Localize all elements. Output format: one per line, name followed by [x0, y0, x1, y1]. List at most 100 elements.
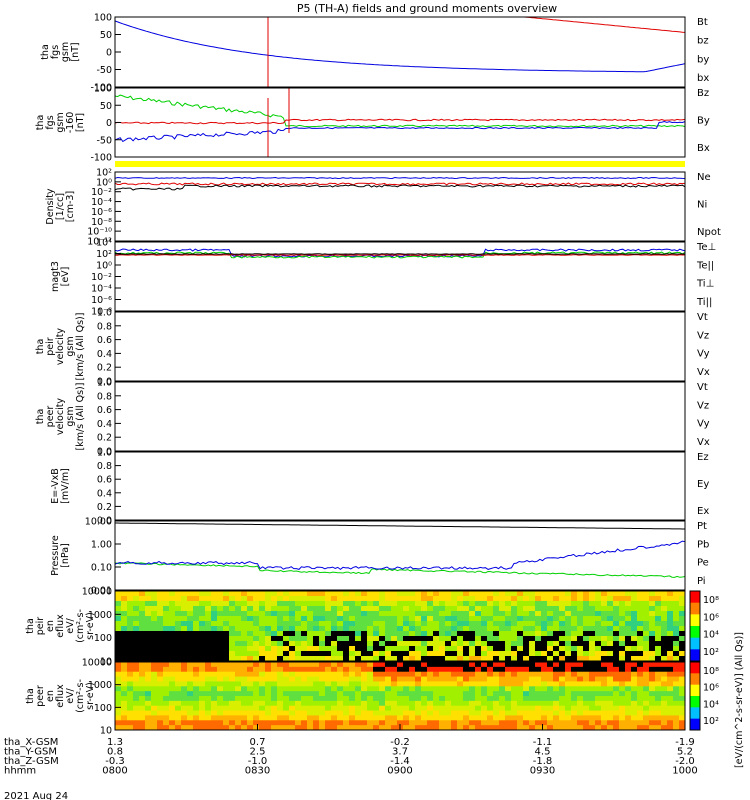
spectrogram-cell — [115, 720, 122, 726]
spectrogram-cell — [475, 715, 482, 721]
spectrogram-cell — [259, 631, 266, 637]
spectrogram-cell — [217, 646, 224, 652]
spectrogram-cell — [559, 641, 566, 647]
spectrogram-cell — [529, 606, 536, 612]
y-axis-label-line: [nPa] — [60, 543, 71, 568]
spectrogram-cell — [445, 626, 452, 632]
spectrogram-cell — [235, 681, 242, 687]
y-tick-label: 10000 — [82, 587, 112, 598]
spectrogram-cell — [127, 656, 134, 662]
spectrogram-cell — [589, 606, 596, 612]
spectrogram-cell — [307, 691, 314, 697]
y-tick-label: 10⁻¹² — [87, 237, 112, 248]
spectrogram-cell — [241, 720, 248, 726]
spectrogram-cell — [421, 596, 428, 602]
spectrogram-cell — [487, 681, 494, 687]
spectrogram-cell — [625, 676, 632, 682]
spectrogram-cell — [217, 611, 224, 617]
spectrogram-cell — [589, 696, 596, 702]
spectrogram-cell — [541, 646, 548, 652]
spectrogram-cell — [595, 616, 602, 622]
spectrogram-cell — [241, 696, 248, 702]
spectrogram-cell — [349, 641, 356, 647]
spectrogram-cell — [271, 626, 278, 632]
spectrogram-cell — [595, 720, 602, 726]
spectrogram-cell — [331, 651, 338, 657]
spectrogram-cell — [241, 596, 248, 602]
spectrogram-cell — [511, 705, 518, 711]
spectrogram-cell — [631, 676, 638, 682]
spectrogram-cell — [667, 641, 674, 647]
spectrogram-cell — [409, 700, 416, 707]
spectrogram-cell — [577, 700, 584, 707]
spectrogram-cell — [655, 710, 662, 716]
spectrogram-cell — [193, 691, 200, 697]
series-bz-line — [114, 118, 686, 125]
y-axis-label-line: sr-eV) — [85, 612, 96, 640]
spectrogram-cell — [235, 596, 242, 602]
spectrogram-cell — [679, 656, 686, 662]
spectrogram-cell — [517, 676, 524, 682]
legend-npot: Npot — [697, 227, 721, 238]
spectrogram-cell — [391, 666, 398, 673]
spectrogram-cell — [397, 621, 404, 627]
spectrogram-cell — [565, 656, 572, 662]
spectrogram-cell — [547, 621, 554, 627]
spectrogram-cell — [583, 611, 590, 617]
x-row-value: 0900 — [387, 766, 412, 777]
spectrogram-cell — [187, 696, 194, 702]
spectrogram-cell — [115, 611, 122, 617]
spectrogram-cell — [469, 705, 476, 711]
spectrogram-cell — [379, 715, 386, 721]
spectrogram-cell — [523, 710, 530, 716]
spectrogram-cell — [457, 671, 464, 677]
spectrogram-cell — [607, 651, 614, 657]
spectrogram-cell — [589, 720, 596, 726]
spectrogram-cell — [355, 720, 362, 726]
spectrogram-cell — [643, 715, 650, 721]
spectrogram-cell — [565, 651, 572, 657]
spectrogram-cell — [277, 681, 284, 687]
spectrogram-cell — [523, 651, 530, 657]
spectrogram-cell — [193, 596, 200, 602]
spectrogram-cell — [403, 656, 410, 662]
spectrogram-cell — [415, 636, 422, 642]
spectrogram-cell — [151, 710, 158, 716]
y-tick-label: -100 — [90, 83, 112, 94]
spectrogram-cell — [577, 696, 584, 702]
spectrogram-cell — [181, 676, 188, 682]
spectrogram-cell — [505, 641, 512, 647]
x-row-value: -1.1 — [533, 737, 553, 748]
y-axis-label-line: peir — [45, 337, 56, 356]
y-axis-label-line: tha — [25, 618, 36, 634]
spectrogram-cell — [415, 686, 422, 692]
spectrogram-cell — [271, 686, 278, 692]
spectrogram-cell — [259, 700, 266, 707]
spectrogram-cell — [247, 705, 254, 711]
spectrogram-cell — [487, 666, 494, 673]
spectrogram-cell — [247, 681, 254, 687]
spectrogram-cell — [265, 705, 272, 711]
spectrogram-cell — [163, 676, 170, 682]
panel-frame — [114, 520, 686, 591]
spectrogram-cell — [343, 710, 350, 716]
spectrogram-cell — [409, 601, 416, 607]
spectrogram-cell — [331, 720, 338, 726]
spectrogram-cell — [361, 636, 368, 642]
spectrogram-cell — [535, 676, 542, 682]
spectrogram-cell — [433, 601, 440, 607]
spectrogram-cell — [241, 666, 248, 673]
spectrogram-cell — [667, 662, 674, 668]
spectrogram-cell — [325, 705, 332, 711]
spectrogram-cell — [379, 656, 386, 662]
spectrogram-cell — [619, 710, 626, 716]
spectrogram-cell — [367, 641, 374, 647]
spectrogram-cell — [223, 725, 230, 731]
spectrogram-cell — [277, 601, 284, 607]
spectrogram-cell — [295, 691, 302, 697]
legend-ne: Ne — [697, 172, 711, 183]
spectrogram-cell — [529, 611, 536, 617]
spectrogram-cell — [355, 700, 362, 707]
spectrogram-cell — [673, 720, 680, 726]
spectrogram-cell — [355, 656, 362, 662]
